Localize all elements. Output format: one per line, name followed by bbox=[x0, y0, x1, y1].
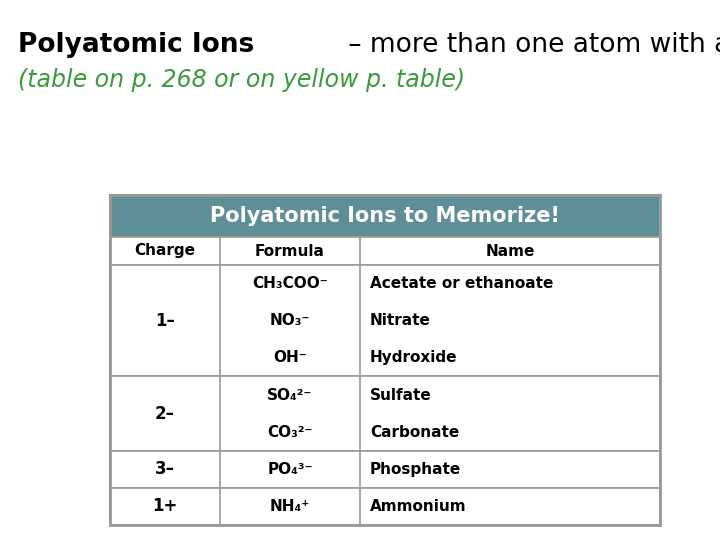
Bar bbox=[110, 237, 660, 265]
Text: Formula: Formula bbox=[255, 244, 325, 259]
Text: Polyatomic Ions to Memorize!: Polyatomic Ions to Memorize! bbox=[210, 206, 560, 226]
Text: Sulfate: Sulfate bbox=[370, 388, 432, 402]
Bar bbox=[110, 376, 660, 451]
Text: NO₃⁻: NO₃⁻ bbox=[270, 313, 310, 328]
Text: Phosphate: Phosphate bbox=[370, 462, 462, 477]
Text: 3–: 3– bbox=[155, 460, 175, 478]
Text: Carbonate: Carbonate bbox=[370, 424, 459, 440]
Bar bbox=[110, 451, 660, 488]
Bar bbox=[110, 488, 660, 525]
Bar bbox=[110, 265, 660, 376]
Text: PO₄³⁻: PO₄³⁻ bbox=[267, 462, 312, 477]
Text: Hydroxide: Hydroxide bbox=[370, 350, 457, 366]
Text: OH⁻: OH⁻ bbox=[273, 350, 307, 366]
Text: – more than one atom with a charge: – more than one atom with a charge bbox=[340, 32, 720, 58]
Text: 2–: 2– bbox=[155, 404, 175, 423]
Text: NH₄⁺: NH₄⁺ bbox=[270, 499, 310, 514]
Text: CH₃COO⁻: CH₃COO⁻ bbox=[252, 276, 328, 291]
Text: 1–: 1– bbox=[155, 312, 175, 330]
Text: Charge: Charge bbox=[135, 244, 196, 259]
Text: Polyatomic Ions: Polyatomic Ions bbox=[18, 32, 254, 58]
Text: Name: Name bbox=[485, 244, 535, 259]
Bar bbox=[110, 195, 660, 237]
Text: Nitrate: Nitrate bbox=[370, 313, 431, 328]
Bar bbox=[110, 195, 660, 525]
Text: CO₃²⁻: CO₃²⁻ bbox=[267, 424, 312, 440]
Text: Ammonium: Ammonium bbox=[370, 499, 467, 514]
Text: 1+: 1+ bbox=[153, 497, 178, 515]
Text: Acetate or ethanoate: Acetate or ethanoate bbox=[370, 276, 554, 291]
Text: SO₄²⁻: SO₄²⁻ bbox=[267, 388, 312, 402]
Text: (table on p. 268 or on yellow p. table): (table on p. 268 or on yellow p. table) bbox=[18, 68, 465, 92]
